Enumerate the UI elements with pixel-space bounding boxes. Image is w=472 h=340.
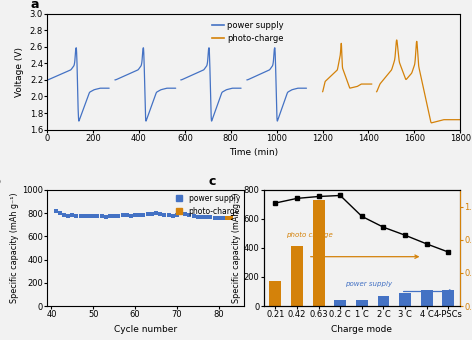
- Point: [56, 210, 64, 216]
- Text: a: a: [31, 0, 39, 11]
- Point: [102, 214, 110, 219]
- Point: [160, 212, 168, 217]
- X-axis label: Cycle number: Cycle number: [114, 325, 177, 334]
- Point: [169, 213, 177, 218]
- Point: [219, 216, 227, 221]
- Bar: [334, 301, 346, 306]
- Point: [115, 213, 122, 218]
- Point: [207, 215, 214, 220]
- Bar: [442, 290, 454, 306]
- Point: [173, 213, 181, 218]
- Point: [202, 214, 210, 220]
- Point: [194, 214, 202, 219]
- Point: [90, 213, 97, 219]
- Point: [60, 212, 67, 218]
- Y-axis label: Voltage (V): Voltage (V): [15, 47, 24, 97]
- Point: [152, 211, 160, 216]
- Text: photo charge: photo charge: [286, 232, 333, 238]
- Text: c: c: [209, 175, 216, 188]
- Point: [140, 212, 147, 217]
- Point: [110, 213, 118, 219]
- Y-axis label: Specific capacity (mAh g⁻¹): Specific capacity (mAh g⁻¹): [10, 193, 19, 303]
- Point: [85, 213, 93, 218]
- X-axis label: Time (min): Time (min): [229, 148, 278, 157]
- Bar: [356, 300, 368, 306]
- Point: [68, 213, 76, 218]
- Bar: [313, 200, 325, 306]
- Point: [228, 215, 235, 221]
- Bar: [421, 290, 433, 306]
- Point: [190, 213, 197, 219]
- Point: [144, 211, 152, 217]
- Point: [148, 211, 156, 216]
- Legend: power supply, photo-charge: power supply, photo-charge: [208, 18, 287, 47]
- Point: [185, 212, 193, 217]
- Bar: [399, 293, 411, 306]
- X-axis label: Charge mode: Charge mode: [331, 325, 392, 334]
- Point: [177, 211, 185, 216]
- Point: [64, 213, 72, 218]
- Text: b: b: [0, 175, 1, 188]
- Point: [131, 212, 139, 218]
- Point: [93, 213, 101, 218]
- Point: [106, 214, 114, 219]
- Point: [123, 212, 130, 218]
- Point: [73, 213, 80, 219]
- Bar: [270, 281, 281, 306]
- Point: [156, 211, 164, 217]
- Point: [127, 213, 135, 218]
- Point: [81, 214, 89, 219]
- Y-axis label: Specific capacity (mAh g⁻¹): Specific capacity (mAh g⁻¹): [232, 193, 241, 303]
- Point: [98, 214, 105, 219]
- Legend: power supply, photo-charge: power supply, photo-charge: [171, 194, 240, 216]
- Bar: [378, 296, 389, 306]
- Point: [198, 214, 206, 220]
- Point: [77, 214, 84, 219]
- Point: [52, 209, 59, 214]
- Bar: [291, 246, 303, 306]
- Point: [165, 212, 172, 218]
- Text: power supply: power supply: [345, 280, 392, 287]
- Point: [211, 215, 219, 220]
- Point: [119, 212, 126, 218]
- Point: [135, 212, 143, 218]
- Point: [182, 211, 189, 217]
- Point: [223, 215, 231, 221]
- Point: [215, 215, 222, 221]
